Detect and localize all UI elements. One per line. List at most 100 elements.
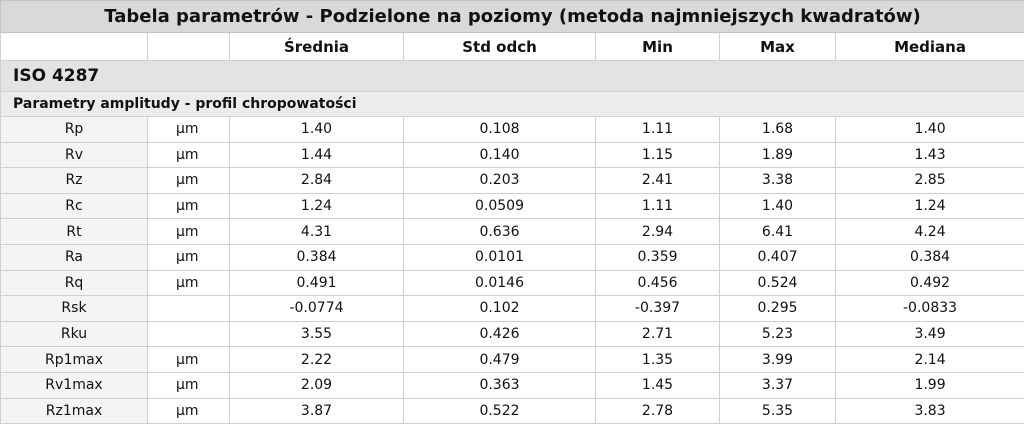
std-value: 0.0101 <box>403 243 596 271</box>
std-value: 0.426 <box>403 320 596 348</box>
mean-value: 1.40 <box>229 116 404 143</box>
table-row: Rt µm 4.31 0.636 2.94 6.41 4.24 <box>0 218 1024 245</box>
min-value: 1.11 <box>595 192 720 220</box>
header-row: Średnia Std odch Min Max Mediana <box>0 32 1024 61</box>
min-value: 0.456 <box>595 269 720 297</box>
parameter-unit: µm <box>147 167 230 194</box>
std-value: 0.522 <box>403 397 596 424</box>
column-header-max: Max <box>719 32 836 61</box>
parameter-name: Rv <box>0 141 148 169</box>
min-value: 1.45 <box>595 371 720 399</box>
max-value: 0.524 <box>719 269 836 297</box>
parameter-unit: µm <box>147 192 230 220</box>
parameter-name: Ra <box>0 243 148 271</box>
parameter-name: Rz <box>0 167 148 194</box>
column-header-min: Min <box>595 32 720 61</box>
min-value: 1.15 <box>595 141 720 169</box>
min-value: 2.71 <box>595 320 720 348</box>
std-value: 0.0509 <box>403 192 596 220</box>
table-row: Rku 3.55 0.426 2.71 5.23 3.49 <box>0 320 1024 348</box>
column-header-median: Mediana <box>834 32 1024 61</box>
subsection-row: Parametry amplitudy - profil chropowatoś… <box>0 91 1024 117</box>
max-value: 3.37 <box>719 371 836 399</box>
median-value: 0.492 <box>834 269 1024 297</box>
parameter-name: Rsk <box>0 295 148 322</box>
table-row: Rz1max µm 3.87 0.522 2.78 5.35 3.83 <box>0 397 1024 424</box>
std-value: 0.108 <box>403 116 596 143</box>
parameter-name: Rt <box>0 218 148 245</box>
table-row: Rp µm 1.40 0.108 1.11 1.68 1.40 <box>0 116 1024 143</box>
table-row: Rv1max µm 2.09 0.363 1.45 3.37 1.99 <box>0 371 1024 399</box>
parameter-name: Rku <box>0 320 148 348</box>
max-value: 3.38 <box>719 167 836 194</box>
median-value: 1.40 <box>834 116 1024 143</box>
parameter-name: Rc <box>0 192 148 220</box>
std-value: 0.140 <box>403 141 596 169</box>
parameter-name: Rp1max <box>0 346 148 373</box>
parameter-unit <box>147 320 230 348</box>
parameter-name: Rq <box>0 269 148 297</box>
column-header-name <box>0 32 148 61</box>
table-row: Rc µm 1.24 0.0509 1.11 1.40 1.24 <box>0 192 1024 220</box>
min-value: -0.397 <box>595 295 720 322</box>
parameter-name: Rp <box>0 116 148 143</box>
parameter-unit: µm <box>147 141 230 169</box>
std-value: 0.102 <box>403 295 596 322</box>
parameter-unit: µm <box>147 269 230 297</box>
table-row: Rz µm 2.84 0.203 2.41 3.38 2.85 <box>0 167 1024 194</box>
parameter-unit: µm <box>147 346 230 373</box>
mean-value: 0.384 <box>229 243 404 271</box>
mean-value: 4.31 <box>229 218 404 245</box>
table-row: Rq µm 0.491 0.0146 0.456 0.524 0.492 <box>0 269 1024 297</box>
median-value: 0.384 <box>834 243 1024 271</box>
mean-value: 2.09 <box>229 371 404 399</box>
parameter-name: Rv1max <box>0 371 148 399</box>
max-value: 0.407 <box>719 243 836 271</box>
median-value: 2.85 <box>834 167 1024 194</box>
subsection-title: Parametry amplitudy - profil chropowatoś… <box>0 91 1024 117</box>
table-row: Rsk -0.0774 0.102 -0.397 0.295 -0.0833 <box>0 295 1024 322</box>
max-value: 1.68 <box>719 116 836 143</box>
min-value: 2.41 <box>595 167 720 194</box>
max-value: 6.41 <box>719 218 836 245</box>
max-value: 5.35 <box>719 397 836 424</box>
mean-value: 1.24 <box>229 192 404 220</box>
std-value: 0.203 <box>403 167 596 194</box>
max-value: 3.99 <box>719 346 836 373</box>
table-title: Tabela parametrów - Podzielone na poziom… <box>0 0 1024 33</box>
median-value: 3.49 <box>834 320 1024 348</box>
std-value: 0.636 <box>403 218 596 245</box>
min-value: 2.78 <box>595 397 720 424</box>
median-value: 3.83 <box>834 397 1024 424</box>
parameter-name: Rz1max <box>0 397 148 424</box>
section-row: ISO 4287 <box>0 60 1024 92</box>
table-row: Rv µm 1.44 0.140 1.15 1.89 1.43 <box>0 141 1024 169</box>
median-value: 4.24 <box>834 218 1024 245</box>
parameter-unit: µm <box>147 397 230 424</box>
min-value: 2.94 <box>595 218 720 245</box>
mean-value: 0.491 <box>229 269 404 297</box>
table-row: Ra µm 0.384 0.0101 0.359 0.407 0.384 <box>0 243 1024 271</box>
std-value: 0.479 <box>403 346 596 373</box>
std-value: 0.0146 <box>403 269 596 297</box>
column-header-unit <box>147 32 230 61</box>
std-value: 0.363 <box>403 371 596 399</box>
mean-value: 3.87 <box>229 397 404 424</box>
column-header-mean: Średnia <box>229 32 404 61</box>
min-value: 0.359 <box>595 243 720 271</box>
parameter-unit: µm <box>147 116 230 143</box>
mean-value: 1.44 <box>229 141 404 169</box>
title-row: Tabela parametrów - Podzielone na poziom… <box>0 0 1024 33</box>
mean-value: -0.0774 <box>229 295 404 322</box>
min-value: 1.35 <box>595 346 720 373</box>
median-value: 1.24 <box>834 192 1024 220</box>
parameter-unit: µm <box>147 371 230 399</box>
mean-value: 2.84 <box>229 167 404 194</box>
max-value: 1.40 <box>719 192 836 220</box>
parameter-unit: µm <box>147 243 230 271</box>
parameter-unit: µm <box>147 218 230 245</box>
max-value: 0.295 <box>719 295 836 322</box>
column-header-std: Std odch <box>403 32 596 61</box>
median-value: 2.14 <box>834 346 1024 373</box>
parameter-unit <box>147 295 230 322</box>
